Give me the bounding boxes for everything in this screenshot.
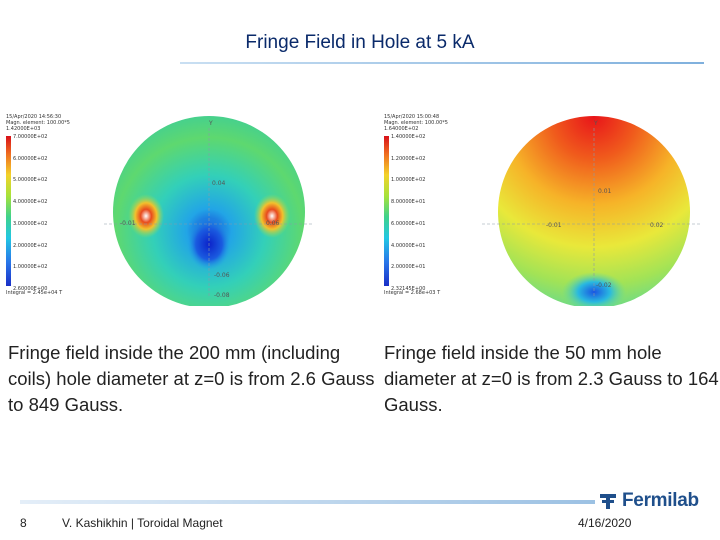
right-plot-label: 0.01 [598, 188, 612, 195]
footer-author: V. Kashikhin | Toroidal Magnet [62, 516, 223, 530]
right-coil-hotspot [254, 194, 290, 238]
caption-right: Fringe field inside the 50 mm hole diame… [384, 342, 719, 415]
legend-value: 2.00000E+02 [13, 242, 48, 249]
right-plot-date: 15/Apr/2020 15:00:48 [384, 114, 440, 120]
fermilab-logo-text: Fermilab [622, 490, 699, 511]
caption-left: Fringe field inside the 200 mm (includin… [8, 342, 375, 415]
right-color-scale [384, 136, 389, 286]
legend-value: 1.00000E+02 [13, 264, 48, 271]
legend-value: 4.00000E+01 [391, 242, 426, 249]
legend-value: 1.40000E+02 [391, 134, 426, 140]
legend-value: 2.60000E+00 [13, 285, 48, 292]
right-y-axis-label: Y [594, 120, 598, 127]
right-plot-label: 0.02 [650, 222, 664, 229]
right-legend-values: 1.40000E+02 1.20000E+02 1.00000E+02 8.00… [391, 134, 461, 292]
legend-value: 2.00000E+01 [391, 264, 426, 271]
left-plot-label: -0.08 [214, 292, 230, 299]
page-number: 8 [20, 516, 27, 530]
right-field-map [482, 116, 700, 306]
left-plot-label: -0.01 [120, 220, 136, 227]
left-y-axis-label: Y [209, 120, 213, 127]
left-legend-values: 7.00000E+02 6.00000E+02 5.00000E+02 4.00… [13, 134, 83, 292]
left-plot-label: 0.04 [212, 180, 226, 187]
left-plot-magn: Magn. element: 100.00*5 [6, 120, 70, 126]
legend-value: 7.00000E+02 [13, 134, 48, 140]
legend-value: 2.32145E+00 [391, 285, 426, 292]
right-plot-label: -0.02 [596, 282, 612, 289]
right-plot-magn: Magn. element: 100.00*5 [384, 120, 448, 126]
right-plot-max: 1.64000E+02 [384, 126, 419, 132]
fermilab-logo: Fermilab [598, 489, 699, 513]
legend-value: 1.00000E+02 [391, 177, 426, 184]
fermilab-logo-icon [598, 491, 618, 511]
legend-value: 4.00000E+02 [13, 199, 48, 206]
left-field-map [104, 116, 314, 306]
footer-divider [20, 500, 595, 504]
legend-value: 6.00000E+02 [13, 155, 48, 162]
slide-title: Fringe Field in Hole at 5 kA [245, 32, 475, 53]
left-plot-label: -0.06 [214, 272, 230, 279]
right-plot-header: 15/Apr/2020 15:00:48 Magn. element: 100.… [384, 114, 448, 132]
left-plot-date: 15/Apr/2020 14:56:30 [6, 114, 62, 120]
left-plot-max: 1.42000E+03 [6, 126, 41, 132]
legend-value: 1.20000E+02 [391, 155, 426, 162]
left-coil-hotspot [128, 194, 164, 238]
right-field-disc [498, 116, 690, 306]
legend-value: 5.00000E+02 [13, 177, 48, 184]
legend-value: 8.00000E+01 [391, 199, 426, 206]
left-plot-label: 0.06 [266, 220, 280, 227]
legend-value: 6.00000E+01 [391, 220, 426, 227]
right-plot-integral: Integral = 2.68e+03 T [384, 290, 441, 296]
legend-value: 3.00000E+02 [13, 220, 48, 227]
left-color-scale [6, 136, 11, 286]
left-field-disc [113, 116, 305, 306]
title-divider [180, 62, 704, 64]
right-field-plot: 15/Apr/2020 15:00:48 Magn. element: 100.… [382, 106, 712, 306]
footer-date: 4/16/2020 [578, 516, 632, 530]
left-field-plot: 15/Apr/2020 14:56:30 Magn. element: 100.… [4, 106, 334, 306]
left-plot-integral: Integral = 2.45e+04 T [6, 290, 63, 296]
left-plot-header: 15/Apr/2020 14:56:30 Magn. element: 100.… [6, 114, 70, 132]
right-plot-label: -0.01 [546, 222, 562, 229]
